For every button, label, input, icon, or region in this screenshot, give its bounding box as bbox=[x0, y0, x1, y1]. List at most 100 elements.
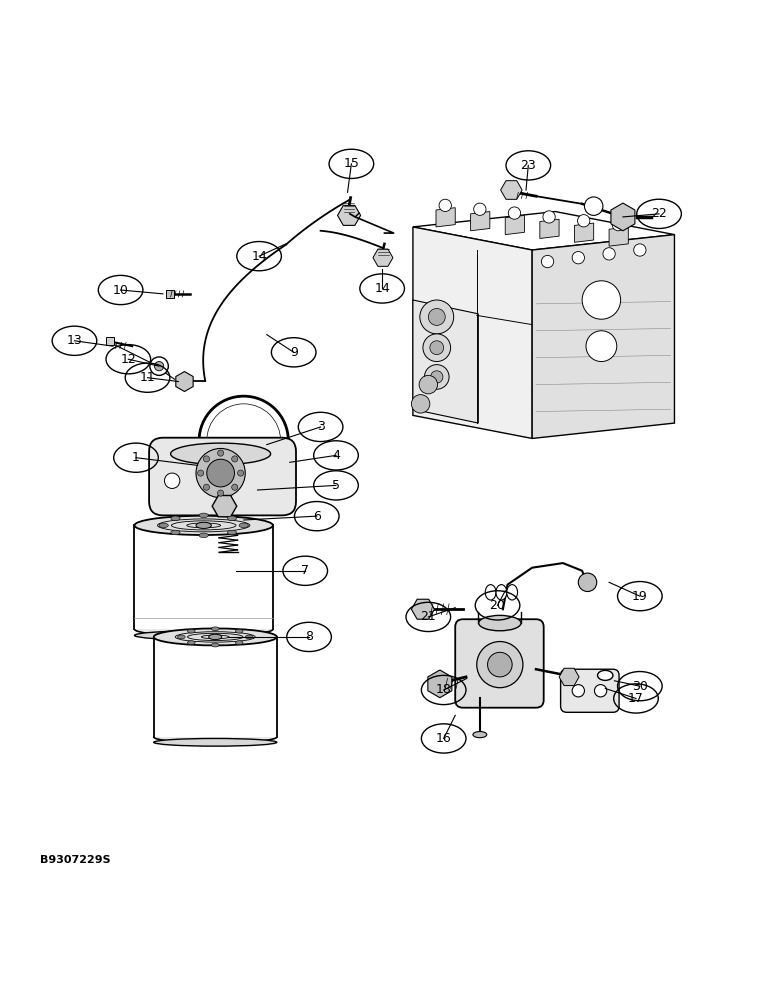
Ellipse shape bbox=[188, 629, 195, 633]
Text: 21: 21 bbox=[421, 610, 436, 623]
Text: 22: 22 bbox=[652, 207, 667, 220]
Ellipse shape bbox=[171, 443, 271, 465]
Ellipse shape bbox=[188, 641, 195, 645]
Ellipse shape bbox=[239, 523, 249, 528]
Text: 30: 30 bbox=[632, 680, 648, 693]
Circle shape bbox=[439, 199, 452, 212]
Polygon shape bbox=[471, 212, 490, 231]
Circle shape bbox=[577, 215, 590, 227]
Circle shape bbox=[582, 281, 621, 319]
Ellipse shape bbox=[199, 513, 208, 518]
Circle shape bbox=[423, 334, 451, 362]
Ellipse shape bbox=[196, 522, 212, 528]
Polygon shape bbox=[413, 212, 675, 250]
Circle shape bbox=[238, 470, 244, 476]
Ellipse shape bbox=[159, 523, 168, 528]
Circle shape bbox=[584, 197, 603, 215]
Circle shape bbox=[419, 375, 438, 394]
Polygon shape bbox=[574, 223, 594, 242]
Circle shape bbox=[612, 218, 625, 231]
Ellipse shape bbox=[598, 670, 613, 680]
Circle shape bbox=[150, 357, 168, 375]
Ellipse shape bbox=[154, 731, 277, 743]
Text: 14: 14 bbox=[251, 250, 267, 263]
Ellipse shape bbox=[178, 635, 185, 639]
Text: 14: 14 bbox=[374, 282, 390, 295]
Text: 18: 18 bbox=[435, 683, 452, 696]
Ellipse shape bbox=[134, 516, 273, 535]
Bar bbox=[134, 525, 273, 629]
Circle shape bbox=[218, 490, 224, 496]
Circle shape bbox=[543, 211, 555, 223]
Circle shape bbox=[474, 203, 486, 215]
Bar bbox=[166, 290, 174, 298]
Text: 23: 23 bbox=[520, 159, 537, 172]
Ellipse shape bbox=[154, 628, 277, 645]
Polygon shape bbox=[505, 215, 524, 235]
Ellipse shape bbox=[506, 585, 517, 600]
Circle shape bbox=[425, 365, 449, 389]
Ellipse shape bbox=[496, 585, 506, 600]
Text: 20: 20 bbox=[489, 599, 506, 612]
Circle shape bbox=[477, 642, 523, 688]
Ellipse shape bbox=[228, 530, 236, 535]
Polygon shape bbox=[413, 300, 479, 423]
Circle shape bbox=[218, 450, 224, 456]
Circle shape bbox=[541, 255, 554, 268]
Circle shape bbox=[207, 459, 235, 487]
Ellipse shape bbox=[479, 615, 521, 631]
Text: B9307229S: B9307229S bbox=[40, 855, 110, 865]
Text: 3: 3 bbox=[317, 420, 324, 433]
Text: 8: 8 bbox=[305, 630, 313, 643]
Polygon shape bbox=[413, 227, 532, 438]
Circle shape bbox=[603, 248, 615, 260]
Circle shape bbox=[232, 456, 238, 462]
Circle shape bbox=[428, 308, 445, 325]
Circle shape bbox=[411, 395, 430, 413]
Ellipse shape bbox=[212, 643, 219, 647]
FancyBboxPatch shape bbox=[560, 669, 619, 712]
Circle shape bbox=[431, 371, 443, 383]
Text: 7: 7 bbox=[301, 564, 310, 577]
Bar bbox=[106, 337, 113, 345]
Text: 11: 11 bbox=[140, 371, 155, 384]
Circle shape bbox=[203, 484, 209, 490]
Polygon shape bbox=[436, 208, 455, 227]
Text: 17: 17 bbox=[628, 692, 644, 705]
Polygon shape bbox=[540, 219, 559, 238]
Ellipse shape bbox=[245, 635, 253, 639]
Text: 16: 16 bbox=[436, 732, 452, 745]
Text: 13: 13 bbox=[66, 334, 83, 347]
Text: 12: 12 bbox=[120, 353, 136, 366]
Ellipse shape bbox=[228, 516, 236, 521]
Ellipse shape bbox=[199, 533, 208, 538]
Circle shape bbox=[572, 252, 584, 264]
Circle shape bbox=[198, 470, 204, 476]
Ellipse shape bbox=[486, 585, 496, 600]
Circle shape bbox=[154, 362, 164, 371]
Circle shape bbox=[232, 484, 238, 490]
Ellipse shape bbox=[171, 530, 180, 535]
Circle shape bbox=[203, 456, 209, 462]
Circle shape bbox=[594, 685, 607, 697]
Text: 19: 19 bbox=[632, 590, 648, 603]
Ellipse shape bbox=[208, 634, 222, 640]
Circle shape bbox=[508, 207, 520, 219]
Circle shape bbox=[196, 448, 245, 498]
Bar bbox=[154, 637, 277, 737]
Ellipse shape bbox=[235, 629, 243, 633]
Text: 10: 10 bbox=[113, 284, 129, 297]
Polygon shape bbox=[532, 235, 675, 438]
Ellipse shape bbox=[171, 516, 180, 521]
FancyBboxPatch shape bbox=[455, 619, 543, 708]
Ellipse shape bbox=[134, 622, 273, 636]
Circle shape bbox=[586, 331, 617, 362]
Circle shape bbox=[634, 244, 646, 256]
Ellipse shape bbox=[134, 631, 273, 640]
Text: 15: 15 bbox=[344, 157, 359, 170]
Circle shape bbox=[164, 473, 180, 488]
Ellipse shape bbox=[235, 641, 243, 645]
Text: 6: 6 bbox=[313, 510, 320, 523]
FancyBboxPatch shape bbox=[149, 438, 296, 515]
Ellipse shape bbox=[212, 627, 219, 631]
